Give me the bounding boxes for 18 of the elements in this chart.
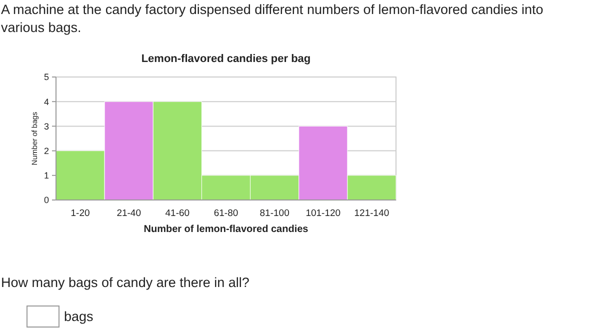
text: A machine at the candy factory dispensed different numbers of lemon-flavored candies into various bags. [1, 2, 544, 35]
x-tick-label: 1-20 [70, 208, 90, 219]
chart-title: Lemon-flavored candies per bag [141, 53, 311, 65]
y-tick-label: 0 [44, 195, 49, 206]
x-tick-label: 21-40 [116, 208, 142, 219]
y-tick-label: 3 [44, 121, 49, 132]
x-axis-title: Number of lemon-flavored candies [144, 224, 309, 235]
y-tick-label: 2 [44, 146, 49, 156]
x-tick-label: 101-120 [306, 208, 341, 219]
y-tick-label: 4 [44, 96, 49, 107]
x-tick-label: 41-60 [165, 208, 190, 219]
text: bags [64, 309, 94, 324]
y-tick-label: 1 [44, 170, 49, 181]
text: How many bags of candy are there in all? [1, 275, 250, 290]
y-tick-label: 5 [44, 72, 49, 82]
x-tick-label: 121-140 [354, 208, 390, 219]
x-tick-label: 81-100 [260, 208, 290, 219]
x-tick-label: 61-80 [214, 208, 238, 219]
